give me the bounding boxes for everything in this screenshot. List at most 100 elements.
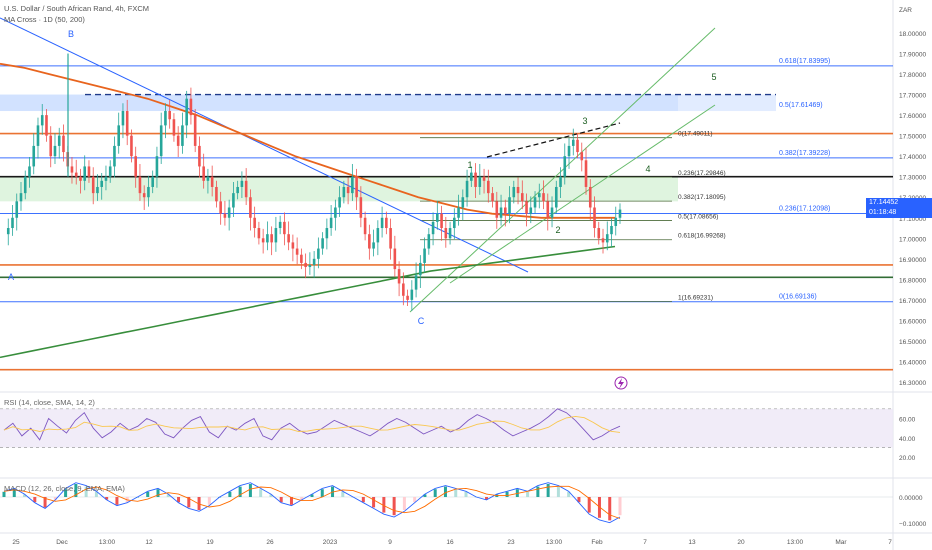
macd-hist-bar bbox=[269, 494, 273, 497]
ma200-line bbox=[0, 245, 616, 359]
wave-label-1: 1 bbox=[467, 160, 472, 170]
symbol-title: U.S. Dollar / South African Rand, 4h, FX… bbox=[4, 4, 150, 13]
candle-body bbox=[70, 166, 74, 173]
candle-body bbox=[308, 264, 312, 268]
candle-body bbox=[108, 166, 112, 177]
y-tick-label: 17.40000 bbox=[899, 154, 926, 161]
macd-level-label: −0.10000 bbox=[899, 521, 927, 528]
y-tick-label: 17.50000 bbox=[899, 134, 926, 141]
candle-body bbox=[597, 228, 601, 239]
wave-label-C: C bbox=[418, 316, 425, 326]
candle-body bbox=[19, 193, 23, 202]
candle-body bbox=[87, 166, 91, 177]
macd-hist-bar bbox=[187, 497, 191, 508]
candle-body bbox=[6, 228, 10, 235]
candle-body bbox=[397, 269, 401, 284]
candle-body bbox=[414, 275, 418, 290]
candle-body bbox=[117, 125, 121, 146]
candle-body bbox=[546, 201, 550, 218]
candle-body bbox=[372, 242, 375, 249]
macd-hist-bar bbox=[433, 489, 437, 497]
y-tick-label: 16.90000 bbox=[899, 257, 926, 264]
candle-body bbox=[121, 111, 125, 126]
candle-body bbox=[618, 209, 622, 218]
macd-hist-bar bbox=[464, 491, 468, 497]
x-tick-label: 19 bbox=[206, 539, 214, 546]
macd-hist-bar bbox=[43, 497, 47, 508]
y-tick-label: 16.70000 bbox=[899, 298, 926, 305]
zone-label: 0.5(17.61469) bbox=[779, 102, 823, 109]
candle-body bbox=[15, 201, 19, 218]
candle-body bbox=[317, 248, 320, 259]
x-tick-label: Mar bbox=[835, 539, 847, 546]
candle-body bbox=[576, 139, 579, 153]
candle-body bbox=[287, 234, 290, 243]
wave-label-5: 5 bbox=[711, 72, 716, 82]
y-tick-label: 16.80000 bbox=[899, 277, 926, 284]
candle-body bbox=[346, 186, 350, 194]
wave-label-B: B bbox=[68, 29, 74, 39]
candle-body bbox=[380, 217, 384, 229]
candle-body bbox=[359, 197, 363, 218]
x-tick-label: 12 bbox=[145, 539, 153, 546]
fib-label: 0.382(17.18095) bbox=[678, 194, 726, 201]
macd-hist-bar bbox=[197, 497, 201, 510]
x-tick-label: 13:00 bbox=[546, 539, 563, 546]
macd-line bbox=[3, 482, 621, 524]
y-tick-label: 16.30000 bbox=[899, 380, 926, 387]
candle-body bbox=[74, 172, 78, 177]
candle-body bbox=[32, 145, 36, 167]
candle-body bbox=[499, 207, 503, 218]
candle-body bbox=[567, 145, 571, 157]
candle-body bbox=[261, 238, 265, 243]
macd-hist-bar bbox=[300, 497, 304, 500]
candle-body bbox=[215, 186, 218, 202]
candle-body bbox=[83, 166, 87, 181]
macd-hist-bar bbox=[166, 494, 170, 497]
candle-body bbox=[49, 135, 53, 157]
x-tick-label: 25 bbox=[12, 539, 20, 546]
candle-body bbox=[478, 176, 482, 187]
candle-body bbox=[580, 152, 584, 161]
candle-body bbox=[495, 201, 499, 218]
macd-hist-bar bbox=[618, 497, 622, 516]
y-tick-label: 16.60000 bbox=[899, 318, 926, 325]
x-tick-label: 16 bbox=[446, 539, 454, 546]
macd-hist-bar bbox=[12, 489, 16, 497]
candle-body bbox=[419, 262, 422, 276]
candle-body bbox=[325, 228, 329, 239]
macd-hist-bar bbox=[105, 497, 109, 500]
macd-hist-bar bbox=[84, 486, 88, 497]
fib-label: 0.236(17.29846) bbox=[678, 170, 726, 177]
fib-label: 0.618(16.99268) bbox=[678, 233, 726, 240]
macd-hist-bar bbox=[587, 497, 591, 513]
rsi-level-label: 60.00 bbox=[899, 417, 916, 424]
macd-hist-bar bbox=[413, 497, 417, 503]
candle-body bbox=[588, 186, 592, 208]
macd-hist-bar bbox=[556, 486, 560, 497]
candle-body bbox=[470, 172, 473, 181]
macd-hist-bar bbox=[53, 497, 57, 500]
candle-body bbox=[355, 176, 358, 198]
candle-body bbox=[45, 115, 48, 136]
wave-label-4: 4 bbox=[645, 164, 650, 174]
macd-hist-bar bbox=[64, 489, 68, 497]
macd-hist-bar bbox=[289, 497, 293, 505]
candle-body bbox=[295, 248, 299, 255]
candle-body bbox=[503, 207, 507, 214]
macd-hist-bar bbox=[238, 486, 242, 497]
candle-body bbox=[291, 242, 295, 249]
x-tick-label: 13:00 bbox=[99, 539, 116, 546]
wave-label-3: 3 bbox=[582, 116, 587, 126]
candle-body bbox=[11, 217, 14, 229]
candle-body bbox=[410, 289, 414, 300]
macd-hist-bar bbox=[74, 484, 78, 497]
y-tick-label: 17.10000 bbox=[899, 216, 926, 223]
candle-body bbox=[62, 135, 65, 153]
macd-label: MACD (12, 26, close, 9, EMA, EMA) bbox=[4, 484, 125, 493]
candle-body bbox=[516, 186, 520, 194]
rsi-label: RSI (14, close, SMA, 14, 2) bbox=[4, 398, 95, 407]
candle-body bbox=[542, 193, 545, 202]
macd-hist-bar bbox=[536, 486, 540, 497]
